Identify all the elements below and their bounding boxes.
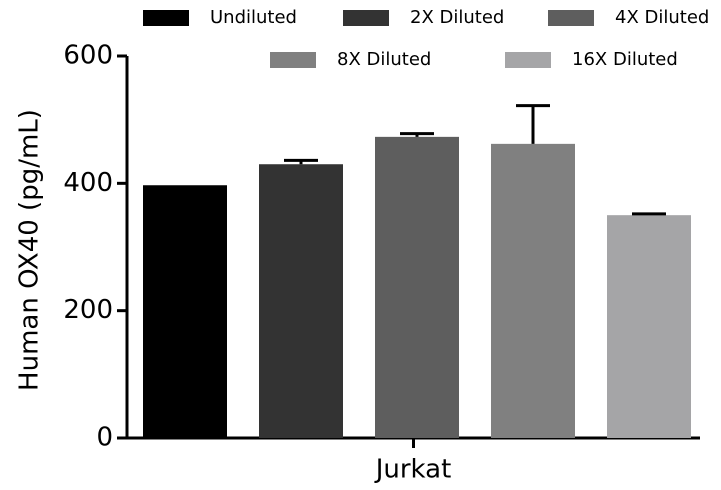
bar xyxy=(143,185,227,438)
legend-swatch xyxy=(343,10,389,26)
x-tick-label: Jurkat xyxy=(374,455,452,485)
y-tick-label: 200 xyxy=(63,295,113,325)
error-bar xyxy=(516,104,550,144)
bar xyxy=(491,143,575,439)
legend-label: Undiluted xyxy=(210,7,297,28)
y-tick-label: 0 xyxy=(96,423,113,453)
legend-label: 2X Diluted xyxy=(410,7,504,28)
legend-label: 4X Diluted xyxy=(615,7,709,28)
legend-label: 16X Diluted xyxy=(572,49,678,70)
legend-label: 8X Diluted xyxy=(337,49,431,70)
bar xyxy=(607,215,691,438)
error-bar xyxy=(632,212,666,216)
error-bar xyxy=(400,132,434,137)
legend-swatch xyxy=(270,52,316,68)
bar xyxy=(375,136,459,438)
y-tick-label: 400 xyxy=(63,168,113,198)
legend-swatch xyxy=(143,10,189,26)
y-axis-title: Human OX40 (pg/mL) xyxy=(15,109,45,391)
legend-swatch xyxy=(548,10,594,26)
legend-swatch xyxy=(505,52,551,68)
y-tick-label: 600 xyxy=(63,41,113,71)
bar xyxy=(259,164,343,438)
error-bar xyxy=(284,158,318,165)
